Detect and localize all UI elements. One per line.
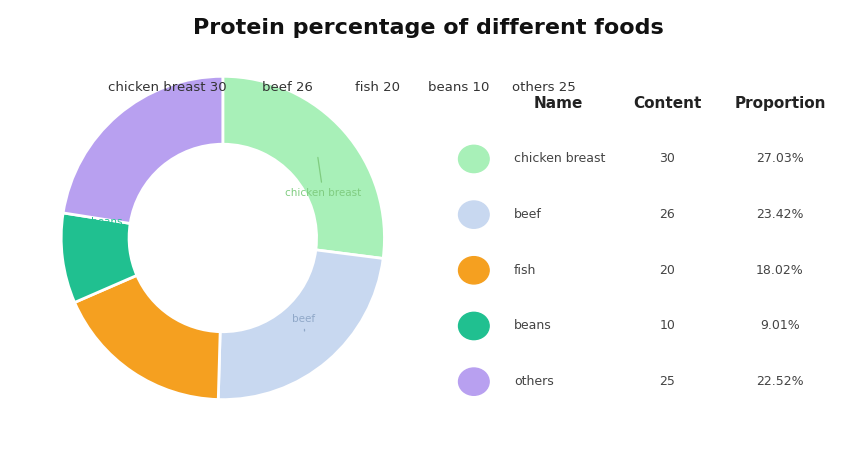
Circle shape	[458, 201, 489, 228]
Text: beef 26: beef 26	[261, 81, 313, 94]
Text: 20: 20	[659, 264, 675, 277]
Text: 9.01%: 9.01%	[760, 320, 800, 332]
Wedge shape	[223, 76, 385, 259]
Text: others: others	[514, 375, 554, 388]
Text: 30: 30	[659, 153, 675, 165]
Text: beans: beans	[514, 320, 552, 332]
Text: 22.52%: 22.52%	[756, 375, 804, 388]
Text: chicken breast: chicken breast	[285, 158, 361, 198]
Text: beans 10: beans 10	[428, 81, 489, 94]
Circle shape	[458, 145, 489, 172]
Text: fish 20: fish 20	[355, 81, 399, 94]
Text: Proportion: Proportion	[734, 96, 825, 111]
Text: chicken breast: chicken breast	[514, 153, 606, 165]
Text: Name: Name	[534, 96, 583, 111]
Text: 10: 10	[659, 320, 675, 332]
Text: fish: fish	[514, 264, 536, 277]
Text: others 25: others 25	[512, 81, 576, 94]
Text: Content: Content	[633, 96, 701, 111]
Wedge shape	[219, 250, 383, 400]
Circle shape	[458, 368, 489, 395]
Text: 26: 26	[659, 208, 675, 221]
Text: 18.02%: 18.02%	[756, 264, 804, 277]
Text: beef: beef	[514, 208, 542, 221]
Wedge shape	[75, 275, 220, 400]
Text: fish: fish	[108, 327, 150, 342]
Wedge shape	[63, 76, 223, 224]
Wedge shape	[61, 213, 137, 303]
Text: beans: beans	[91, 217, 123, 251]
Text: 23.42%: 23.42%	[756, 208, 804, 221]
Text: others: others	[143, 123, 191, 141]
Circle shape	[458, 257, 489, 284]
Text: 27.03%: 27.03%	[756, 153, 804, 165]
Text: 25: 25	[659, 375, 675, 388]
Text: Protein percentage of different foods: Protein percentage of different foods	[193, 18, 664, 38]
Text: chicken breast 30: chicken breast 30	[108, 81, 226, 94]
Circle shape	[458, 313, 489, 339]
Text: beef: beef	[292, 314, 315, 331]
